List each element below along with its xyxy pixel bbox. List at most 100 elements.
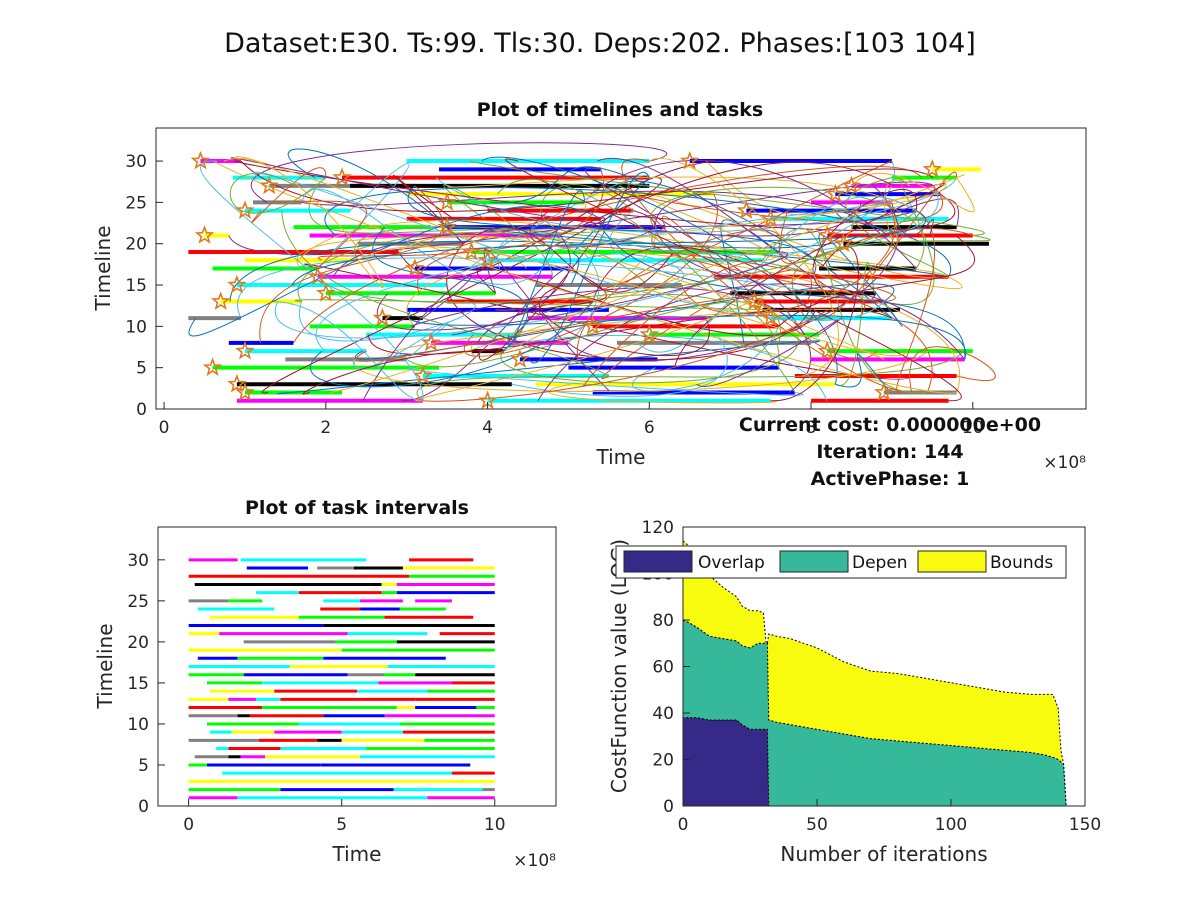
dependency-star-marker (760, 307, 781, 327)
dependency-curve (407, 309, 966, 360)
dependency-curve (621, 158, 922, 394)
dependency-curve (609, 210, 779, 294)
cost-function-ytick-label: 20 (652, 751, 674, 771)
dependency-curve (883, 179, 935, 305)
cost-function-ytick-label: 120 (642, 518, 674, 538)
dependency-star-marker (736, 200, 757, 219)
dependency-curve (568, 253, 685, 286)
dependency-curve (357, 245, 908, 357)
dependency-star-marker (413, 365, 433, 385)
dependency-curve (896, 210, 936, 394)
dependency-curve (293, 165, 922, 344)
dependency-curve (212, 160, 957, 394)
cost-function-xlabel: Number of iterations (780, 842, 987, 866)
dependency-curve (407, 367, 804, 396)
dependency-curve (507, 190, 586, 347)
cost-function-xtick-label: 100 (935, 815, 967, 835)
dependency-star-marker (405, 258, 425, 277)
timeline-tasks-xtick-label: 6 (644, 418, 655, 438)
legend-swatch-overlap (623, 550, 693, 573)
dependency-curve (261, 177, 662, 394)
dependency-star-marker (190, 150, 211, 170)
dependency-curve (251, 167, 327, 224)
dependency-star-marker (372, 307, 393, 327)
task-intervals-ytick-label: 15 (127, 674, 149, 694)
task-intervals-ytick-label: 20 (127, 633, 149, 653)
dependency-curve (281, 210, 610, 377)
timeline-tasks-xtick-label: 8 (806, 418, 817, 438)
dependency-curve (355, 283, 895, 360)
dependency-star-marker (235, 200, 255, 219)
dependency-curve (762, 228, 927, 394)
dependency-curve (443, 184, 553, 277)
dependency-curve (835, 261, 875, 387)
dependency-curve (310, 301, 594, 388)
dependency-star-marker (227, 373, 247, 393)
dependency-curve (240, 160, 934, 212)
dependency-curve (422, 309, 829, 402)
dependency-curve (503, 334, 828, 401)
cost-function-ytick-label: 60 (652, 658, 674, 678)
active-phase-text: ActivePhase: 1 (810, 468, 970, 490)
timeline-tasks-axes-box (155, 127, 1087, 410)
dependency-curve (259, 185, 444, 343)
dependency-curve (791, 234, 991, 302)
timeline-tasks-ytick-label: 15 (125, 276, 147, 296)
dependency-curve (600, 226, 966, 360)
dependency-curve (230, 157, 862, 237)
cost-function-ytick-label: 0 (663, 797, 674, 817)
dependency-curve (406, 301, 781, 368)
dependency-curve (329, 174, 965, 393)
dependency-curve (417, 244, 896, 303)
dependency-star-marker (679, 150, 700, 170)
dependency-curve (500, 334, 799, 384)
cost-function-xtick-label: 50 (806, 815, 828, 835)
dependency-curve (368, 307, 893, 355)
cost-function-xtick-label: 0 (678, 815, 689, 835)
task-intervals-ytick-label: 0 (138, 797, 149, 817)
dependency-curve (188, 204, 602, 337)
dependency-curve (291, 210, 927, 286)
dependency-star-marker (510, 349, 530, 368)
dependency-curve (298, 301, 476, 342)
dependency-star-marker (817, 225, 837, 244)
dependency-curve (415, 210, 858, 402)
dependency-curve (352, 321, 449, 369)
dependency-star-marker (307, 266, 328, 286)
dependency-curve (228, 181, 936, 256)
dependency-curve (560, 161, 895, 236)
dependency-curve (681, 202, 896, 315)
dependency-curve (540, 184, 634, 233)
dependency-curve (625, 251, 961, 393)
cost-function-chart: 050100150020406080100120 Number of itera… (607, 518, 1101, 866)
dependency-curve (393, 174, 464, 245)
legend-label-depen: Depen (852, 553, 908, 573)
dependency-star-marker (461, 241, 482, 261)
dependency-curve (469, 160, 985, 236)
dependency-star-marker (235, 382, 255, 401)
dependency-curve (302, 350, 504, 395)
dependency-curve (632, 326, 780, 392)
dependency-curve (297, 231, 648, 302)
dependency-curve (229, 173, 327, 214)
dependency-curve (273, 301, 423, 402)
timeline-tasks-ytick-label: 20 (125, 235, 147, 255)
cost-function-ytick-label: 80 (652, 611, 674, 631)
dependency-curve (296, 236, 949, 278)
dependency-curve (636, 195, 917, 353)
cost-function-legend: Overlap Depen Bounds (615, 545, 1067, 579)
timeline-tasks-ylabel: Timeline (91, 225, 115, 311)
timeline-tasks-title: Plot of timelines and tasks (477, 99, 763, 121)
task-intervals-x-exponent: ×10⁸ (513, 851, 556, 871)
dependency-star-marker (210, 291, 231, 310)
dependency-curve (602, 185, 944, 224)
dependency-star-marker (833, 233, 854, 253)
dependency-star-marker (922, 158, 943, 178)
task-intervals-ytick-label: 25 (127, 592, 149, 612)
dependency-star-marker (235, 340, 255, 360)
dependency-curve (778, 235, 975, 327)
timeline-tasks-xlabel: Time (596, 445, 646, 469)
task-intervals-ytick-label: 5 (138, 756, 149, 776)
dependency-star-marker (437, 216, 457, 236)
dependency-star-marker (332, 167, 352, 186)
